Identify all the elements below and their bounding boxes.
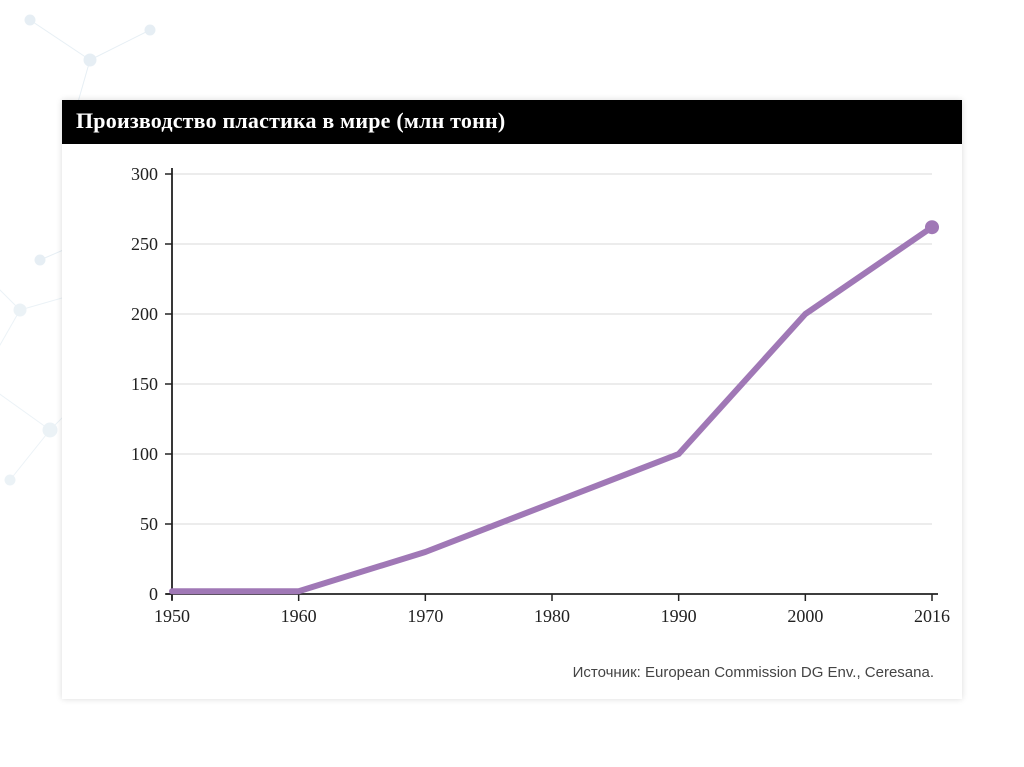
y-tick-label: 300: [131, 164, 158, 184]
chart-source: Источник: European Commission DG Env., C…: [62, 664, 962, 699]
chart-card: Производство пластика в мире (млн тонн) …: [62, 100, 962, 699]
x-tick-label: 2016: [914, 606, 950, 626]
chart-title: Производство пластика в мире (млн тонн): [62, 100, 962, 144]
x-tick-label: 1970: [407, 606, 443, 626]
data-line: [172, 227, 932, 591]
y-tick-label: 250: [131, 234, 158, 254]
x-tick-label: 1960: [281, 606, 317, 626]
y-tick-label: 100: [131, 444, 158, 464]
x-tick-label: 2000: [787, 606, 823, 626]
line-chart: 0 50 100 150 200 250 300 1950 1960 1970 1980 1990 20…: [62, 144, 962, 664]
y-tick-label: 0: [149, 584, 158, 604]
y-tick-label: 50: [140, 514, 158, 534]
line-end-marker: [925, 220, 939, 234]
y-tick-label: 150: [131, 374, 158, 394]
chart-plot-area: 0 50 100 150 200 250 300 1950 1960 1970 1980 1990 20…: [62, 144, 962, 664]
x-tick-label: 1980: [534, 606, 570, 626]
y-tick-label: 200: [131, 304, 158, 324]
x-tick-label: 1950: [154, 606, 190, 626]
x-tick-label: 1990: [661, 606, 697, 626]
